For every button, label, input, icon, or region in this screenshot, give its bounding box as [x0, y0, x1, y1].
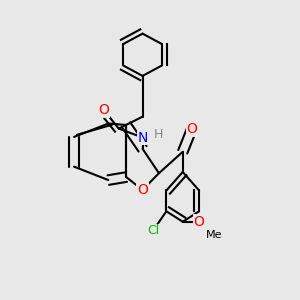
Text: O: O — [137, 183, 148, 197]
Text: O: O — [194, 215, 205, 229]
Text: N: N — [137, 130, 148, 145]
Text: O: O — [186, 122, 197, 136]
Text: H: H — [154, 128, 163, 141]
Text: O: O — [98, 103, 109, 117]
Text: Cl: Cl — [147, 224, 159, 237]
Text: Me: Me — [206, 230, 222, 240]
